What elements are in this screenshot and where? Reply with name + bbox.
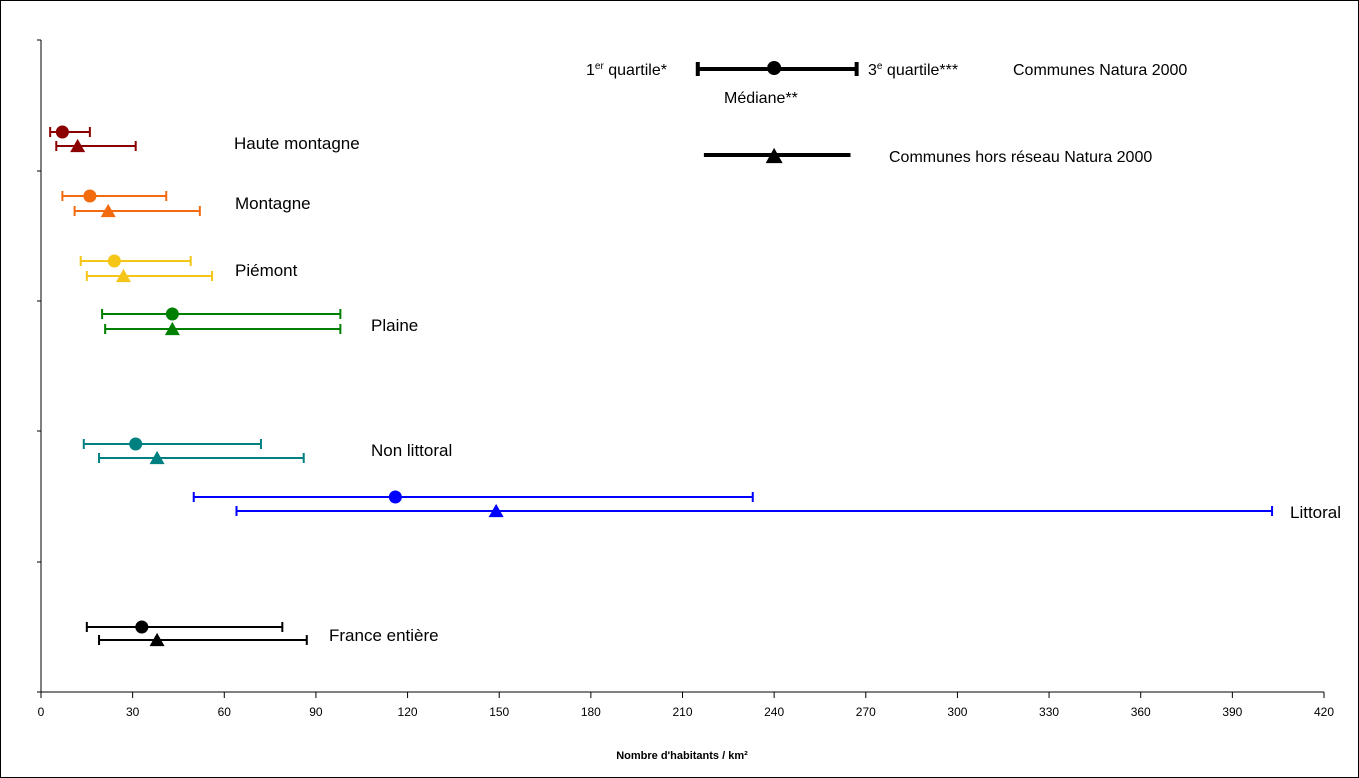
legend-third-quartile-label: 3e quartile*** <box>868 61 958 79</box>
x-tick-label: 60 <box>218 705 232 719</box>
category-label-plaine: Plaine <box>371 316 418 335</box>
natura-median-marker <box>129 437 143 451</box>
hors-error-bar <box>73 206 201 216</box>
natura-median-marker <box>83 189 97 203</box>
category-group <box>192 490 1274 518</box>
legend-first-quartile-label: 1er quartile* <box>586 61 667 79</box>
natura-error-bar <box>82 439 262 449</box>
natura-error-bar <box>192 492 754 502</box>
natura-error-bar <box>85 622 284 632</box>
hors-median-marker <box>488 503 504 518</box>
x-tick-label: 390 <box>1222 705 1242 719</box>
natura-error-bar <box>61 191 168 201</box>
hors-median-marker <box>164 321 180 336</box>
natura-median-marker <box>135 620 149 634</box>
natura-error-bar <box>79 256 192 266</box>
legend-series-natura: Communes Natura 2000 <box>1013 62 1187 79</box>
natura-median-marker <box>55 125 69 139</box>
category-label-montagne: Montagne <box>235 194 311 213</box>
hors-error-bar <box>55 141 137 151</box>
x-axis-ticks: 0 30 60 90 120 150 180 210 240 270 300 330 360 390 420 <box>38 692 1334 719</box>
x-tick-label: 30 <box>126 705 140 719</box>
category-label-haute-montagne: Haute montagne <box>234 134 360 153</box>
category-label-france-entiere: France entière <box>329 626 439 645</box>
category-group <box>61 189 201 218</box>
legend-median-label: Médiane** <box>724 90 798 107</box>
hors-median-marker <box>115 268 131 283</box>
hors-error-bar <box>235 506 1274 516</box>
category-group <box>79 254 214 283</box>
natura-median-marker <box>388 490 402 504</box>
category-error-bars <box>49 125 1274 647</box>
category-label-littoral: Littoral <box>1290 503 1341 522</box>
hors-error-bar <box>104 324 342 334</box>
x-tick-label: 150 <box>489 705 509 719</box>
hors-error-bar <box>98 635 308 645</box>
legend-hors-median-marker <box>765 147 783 164</box>
legend-natura-median-marker <box>767 61 782 75</box>
x-tick-label: 300 <box>947 705 967 719</box>
x-tick-label: 240 <box>764 705 784 719</box>
category-label-piemont: Piémont <box>235 261 298 280</box>
natura-median-marker <box>107 254 121 268</box>
x-tick-label: 180 <box>581 705 601 719</box>
natura-median-marker <box>165 307 179 321</box>
category-group <box>82 437 305 465</box>
hors-error-bar <box>98 453 305 463</box>
hors-median-marker <box>149 450 165 465</box>
natura-error-bar <box>101 309 342 319</box>
category-group <box>85 620 308 647</box>
x-tick-label: 120 <box>398 705 418 719</box>
x-tick-label: 0 <box>38 705 45 719</box>
legend: 1er quartile* 3e quartile*** Médiane** C… <box>586 61 1187 166</box>
x-tick-label: 270 <box>856 705 876 719</box>
hors-error-bar <box>85 271 214 281</box>
x-tick-label: 90 <box>309 705 323 719</box>
category-group <box>101 307 342 336</box>
hors-median-marker <box>100 203 116 218</box>
x-tick-label: 420 <box>1314 705 1334 719</box>
hors-median-marker <box>70 138 86 153</box>
category-group <box>49 125 137 153</box>
hors-median-marker <box>149 632 165 647</box>
x-tick-label: 330 <box>1039 705 1059 719</box>
y-axis-ticks <box>37 39 41 693</box>
legend-series-hors: Communes hors réseau Natura 2000 <box>889 149 1152 166</box>
x-tick-label: 210 <box>672 705 692 719</box>
category-label-non-littoral: Non littoral <box>371 441 452 460</box>
x-axis-title: Nombre d'habitants / km² <box>616 750 748 762</box>
x-tick-label: 360 <box>1131 705 1151 719</box>
